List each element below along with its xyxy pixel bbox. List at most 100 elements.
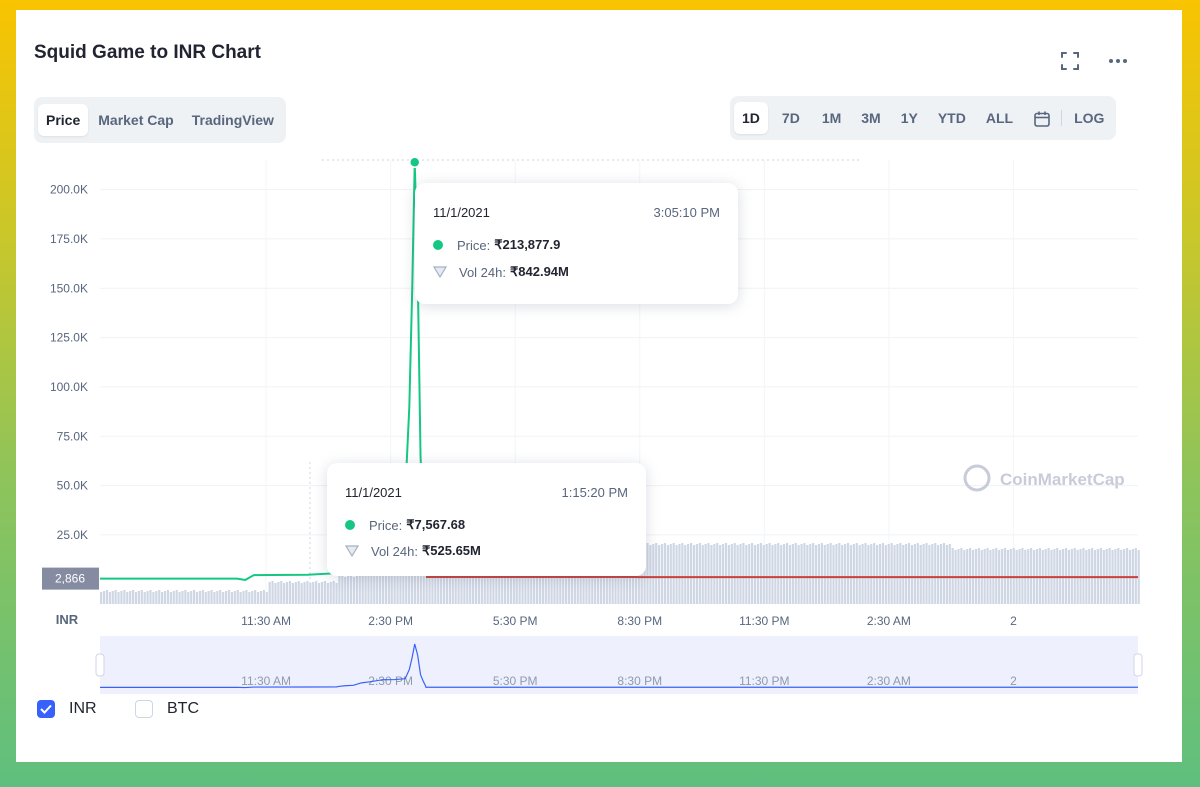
tooltip-price: ₹213,877.9	[494, 237, 561, 252]
volume-bar	[951, 548, 954, 604]
volume-bar	[919, 545, 922, 604]
volume-bar	[152, 592, 155, 604]
volume-bar	[666, 545, 669, 604]
range-all[interactable]: ALL	[985, 110, 1014, 126]
tab-market-cap[interactable]: Market Cap	[98, 112, 174, 128]
volume-bar	[942, 543, 946, 604]
volume-bar	[881, 543, 885, 604]
volume-bar	[800, 544, 803, 604]
y-tick-label: 75.0K	[57, 429, 88, 443]
volume-bar	[538, 552, 542, 604]
volume-bar	[105, 590, 109, 604]
volume-bar	[190, 591, 193, 604]
volume-bar	[329, 582, 332, 604]
volume-bar	[765, 544, 768, 604]
volume-bar	[599, 552, 603, 604]
volume-bar	[149, 590, 152, 604]
volume-bar	[425, 560, 428, 604]
legend-item-inr[interactable]: INR	[37, 700, 97, 718]
volume-bar	[1082, 548, 1085, 604]
volume-bar	[373, 564, 376, 604]
volume-bar	[838, 543, 841, 604]
volume-bar	[736, 545, 739, 604]
volume-bar	[236, 590, 239, 604]
volume-bar	[907, 543, 911, 604]
navigator-tick-label: 8:30 PM	[617, 674, 662, 688]
range-1y[interactable]: 1Y	[900, 110, 918, 126]
volume-bar	[591, 552, 594, 604]
legend-label: INR	[69, 700, 97, 717]
volume-bar	[887, 544, 890, 604]
volume-bar	[248, 592, 251, 604]
tooltip-volume-label: Vol 24h:	[459, 264, 506, 280]
volume-bar	[681, 543, 684, 604]
volume-bar	[230, 592, 233, 604]
legend-item-btc[interactable]: BTC	[135, 700, 199, 718]
volume-bar	[184, 590, 187, 604]
volume-bar	[806, 545, 809, 604]
volume-bar	[544, 553, 547, 604]
volume-bar	[448, 553, 451, 604]
volume-bar	[687, 544, 690, 604]
volume-bar	[140, 590, 143, 604]
volume-bar	[771, 545, 774, 604]
navigator-tick-label: 2	[1010, 674, 1017, 688]
log-scale-toggle[interactable]: LOG	[1074, 110, 1105, 126]
tooltip-price-row: Price: ₹213,877.9	[433, 237, 560, 253]
range-ytd[interactable]: YTD	[937, 110, 966, 126]
volume-bar	[658, 545, 661, 604]
volume-bar	[791, 544, 794, 604]
range-7d[interactable]: 7D	[781, 110, 800, 126]
volume-bar	[925, 543, 928, 604]
volume-bar	[126, 592, 129, 604]
volume-bar	[788, 545, 792, 604]
volume-bar	[364, 564, 367, 604]
volume-bar	[280, 581, 283, 604]
y-tick-label: 25.0K	[57, 528, 88, 542]
more-dots-icon[interactable]	[1105, 48, 1131, 74]
tab-tradingview[interactable]: TradingView	[191, 112, 274, 128]
volume-bar	[457, 553, 460, 604]
volume-bar	[399, 560, 402, 604]
volume-bar	[303, 582, 306, 604]
checkbox-unchecked-icon[interactable]	[135, 700, 153, 718]
volume-bar	[870, 544, 873, 604]
volume-bar	[143, 592, 146, 604]
range-1d[interactable]: 1D	[734, 102, 768, 134]
range-3m[interactable]: 3M	[861, 110, 881, 126]
y-tick-label: 100.0K	[50, 380, 88, 394]
volume-bar	[390, 560, 393, 604]
volume-bar	[660, 544, 664, 604]
volume-bar	[643, 544, 646, 604]
volume-bar	[172, 591, 175, 604]
volume-bar	[890, 543, 893, 604]
volume-bar	[274, 583, 277, 604]
volume-bar	[995, 548, 998, 604]
range-1m[interactable]: 1M	[821, 110, 842, 126]
y-tick-label: 125.0K	[50, 331, 88, 345]
volume-bar	[283, 583, 286, 604]
fullscreen-icon[interactable]	[1057, 48, 1083, 74]
volume-bar	[695, 544, 699, 604]
volume-bar	[1137, 550, 1140, 604]
x-tick-label: 2:30 PM	[368, 614, 413, 628]
volume-bar	[716, 543, 719, 604]
checkbox-checked-icon[interactable]	[37, 700, 55, 718]
y-tick-label: 150.0K	[50, 281, 88, 295]
volume-bar	[916, 543, 919, 604]
calendar-icon[interactable]	[1027, 102, 1057, 134]
volume-bar	[402, 559, 405, 604]
volume-bar	[469, 552, 472, 604]
volume-bar	[155, 591, 158, 604]
volume-bar	[565, 552, 568, 604]
tooltip-price-label: Price:	[457, 237, 491, 253]
volume-bar	[652, 544, 655, 604]
volume-bar	[902, 545, 905, 604]
volume-bar	[361, 565, 364, 604]
tab-price[interactable]: Price	[38, 104, 89, 136]
volume-bar	[742, 543, 745, 604]
volume-bar	[297, 581, 300, 604]
volume-bar	[291, 583, 295, 604]
volume-bar	[719, 545, 722, 604]
